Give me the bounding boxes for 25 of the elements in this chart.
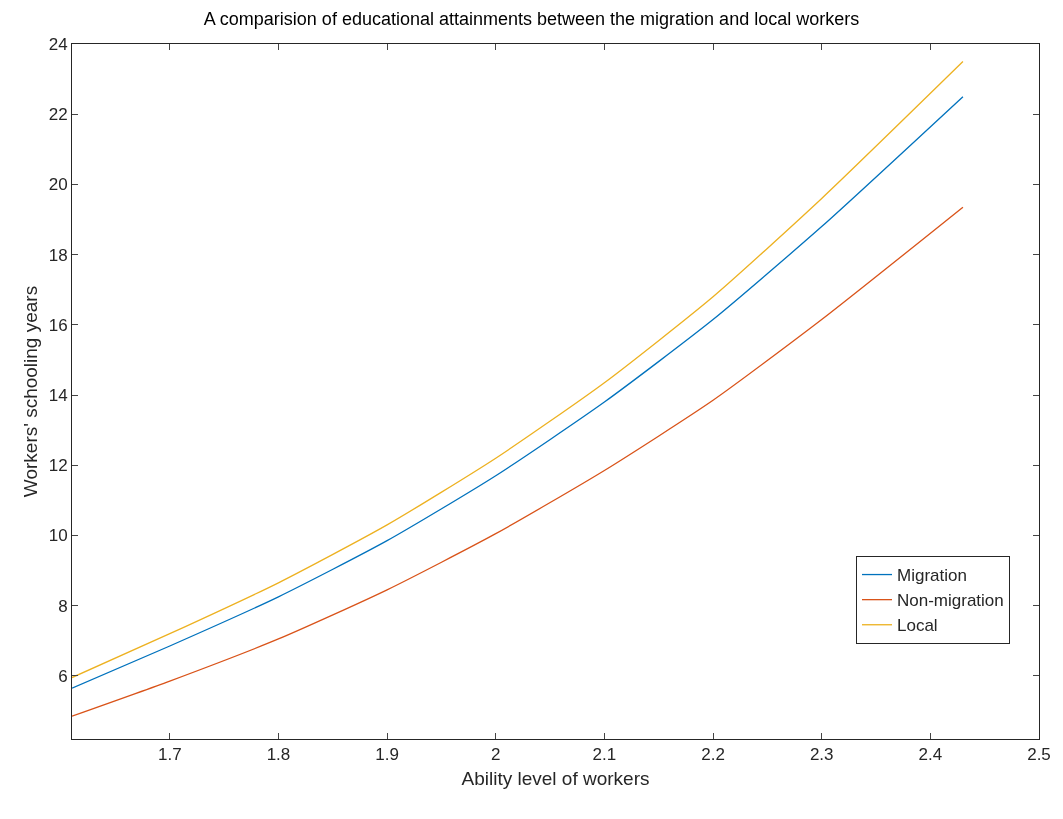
x-tick-label: 2.5 [1027,745,1051,765]
x-tick-label: 2.1 [592,745,617,765]
chart-title: A comparision of educational attainments between the migration and local workers [203,8,860,29]
y-axis-title: Workers' schooling years [19,285,41,498]
x-tick-label: 1.8 [266,745,291,765]
y-tick-label: 14 [48,385,68,405]
y-tick-label: 12 [48,456,68,476]
y-tick-label: 24 [48,34,68,54]
y-tick-label: 8 [58,596,68,616]
y-tick-label: 22 [48,105,68,125]
y-tick-label: 16 [48,315,68,335]
x-tick-label: 2.4 [918,745,943,765]
x-tick-label: 2.3 [809,745,834,765]
x-tick-label: 1.9 [375,745,399,765]
x-axis-title: Ability level of workers [461,768,650,790]
x-tick-label: 2.2 [701,745,725,765]
x-tick-label: 1.7 [157,745,182,765]
y-tick-label: 18 [48,245,68,265]
x-tick-label: 2 [491,745,501,765]
legend-label: Local [896,616,938,636]
y-tick-label: 20 [48,175,68,195]
y-tick-label: 10 [48,526,68,546]
legend-label: Migration [896,566,967,586]
legend-label: Non-migration [896,591,1004,611]
y-tick-label: 6 [58,666,68,686]
